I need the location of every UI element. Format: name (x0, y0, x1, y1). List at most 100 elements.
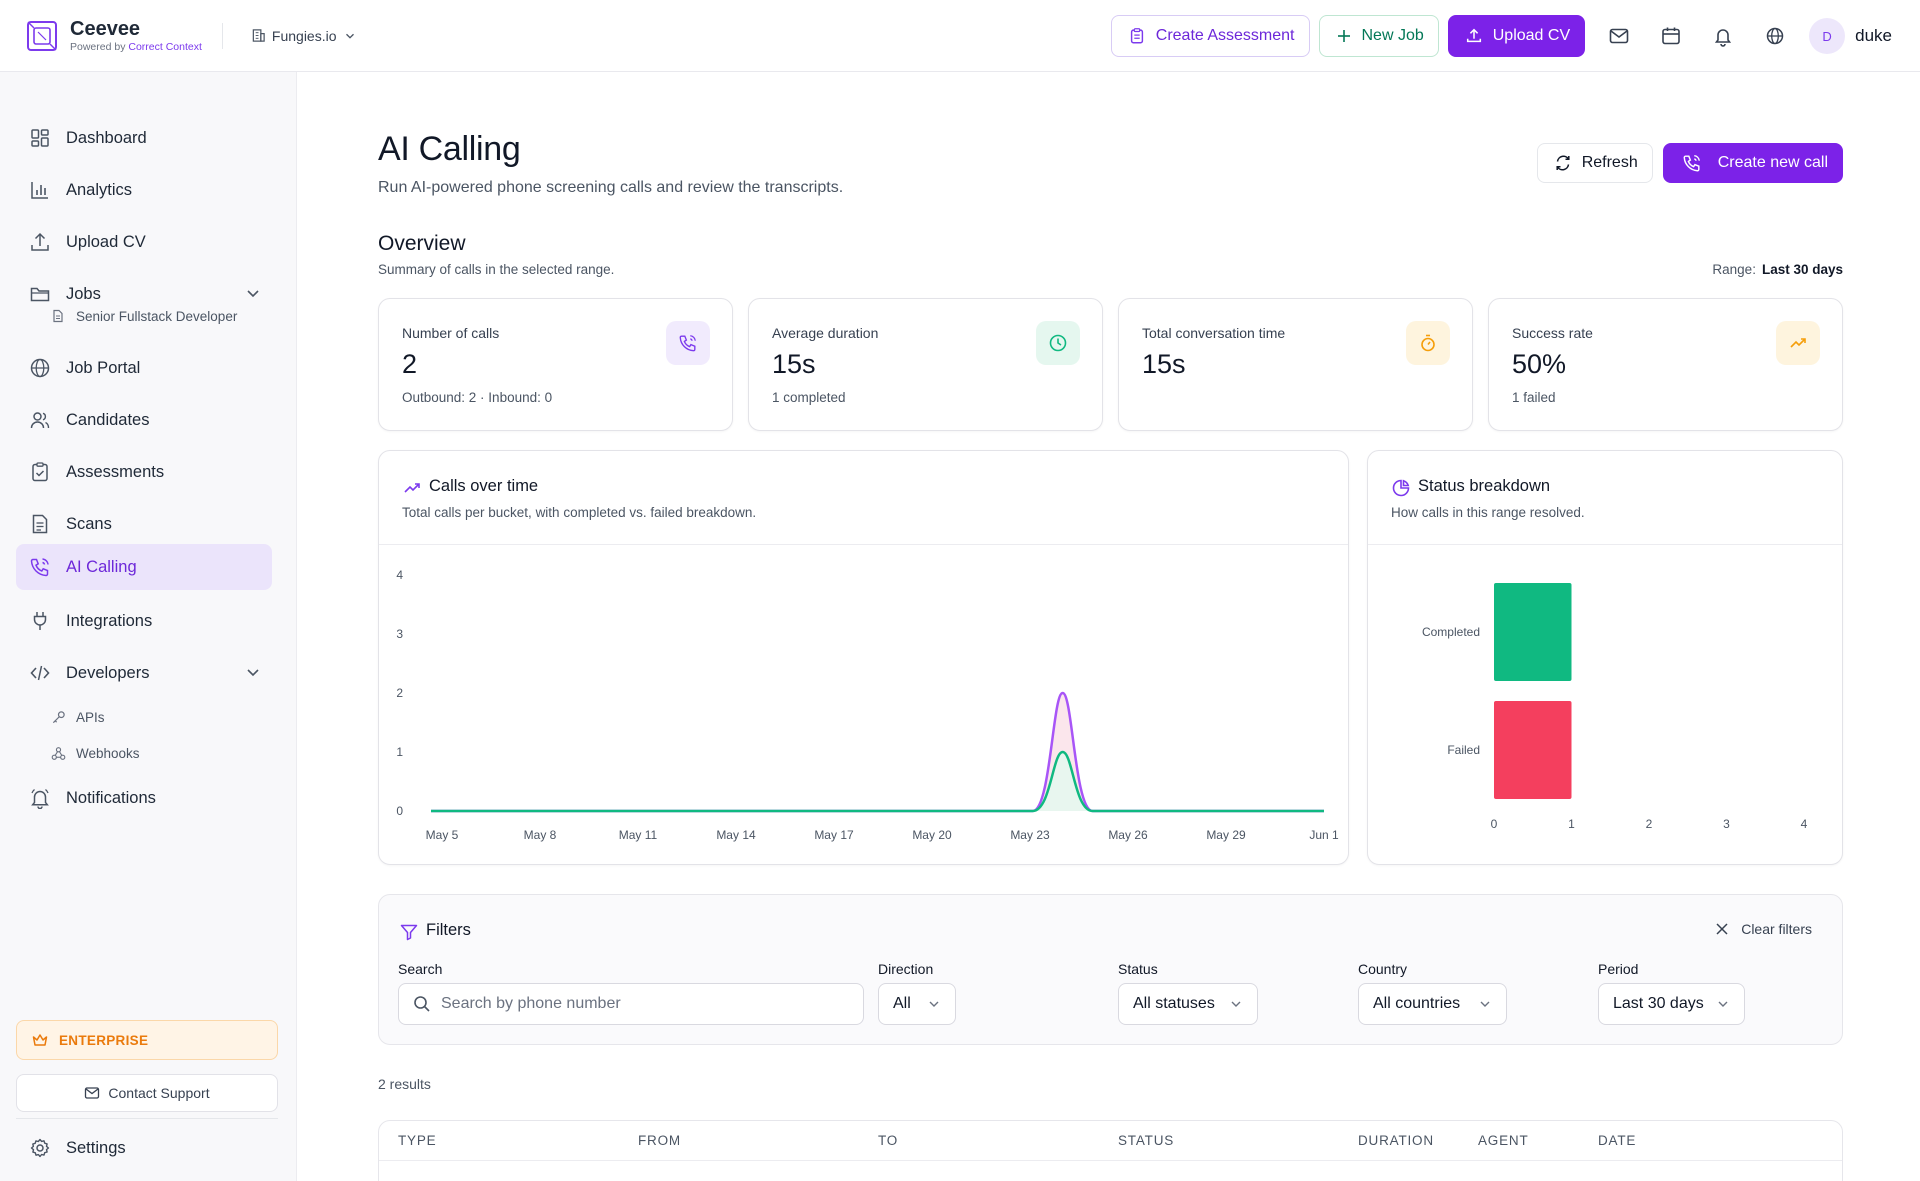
column-header-agent[interactable]: AGENT (1478, 1133, 1529, 1148)
period-label: Period (1598, 961, 1639, 977)
x-tick-label: 1 (1568, 817, 1575, 831)
status-breakdown-chart: Completed Failed 0 1 2 3 4 (1422, 583, 1808, 831)
sidebar-item-label: Dashboard (66, 128, 147, 147)
create-assessment-label: Create Assessment (1155, 27, 1295, 44)
sidebar-item-jobs[interactable]: Jobs (16, 271, 272, 317)
mail-button[interactable] (1593, 15, 1645, 57)
sidebar-subitem-label: Webhooks (76, 745, 140, 761)
create-assessment-button[interactable]: Create Assessment (1110, 15, 1310, 57)
chevron-down-icon (929, 1001, 939, 1007)
notifications-button[interactable] (1697, 15, 1749, 57)
document-icon (50, 308, 66, 324)
column-header-status[interactable]: STATUS (1118, 1133, 1175, 1148)
search-icon (414, 996, 430, 1012)
sidebar-item-settings[interactable]: Settings (16, 1125, 272, 1171)
x-tick-label: May 29 (1206, 828, 1246, 842)
sidebar-item-scans[interactable]: Scans (16, 501, 272, 547)
refresh-button[interactable]: Refresh (1536, 143, 1653, 183)
mail-icon (1609, 28, 1629, 44)
refresh-icon (1556, 155, 1570, 171)
column-header-type[interactable]: TYPE (398, 1133, 437, 1148)
status-select[interactable]: All statuses (1118, 983, 1258, 1025)
column-header-to[interactable]: TO (878, 1133, 899, 1148)
stat-card-calls: Number of calls 2 Outbound: 2 · Inbound:… (378, 298, 733, 431)
create-new-call-label: Create new call (1717, 154, 1828, 171)
x-tick-label: 3 (1723, 817, 1730, 831)
x-tick-label: 2 (1646, 817, 1653, 831)
calls-over-time-panel: Calls over time Total calls per bucket, … (378, 450, 1349, 865)
sidebar-item-label: Jobs (66, 284, 101, 303)
mail-icon (85, 1087, 100, 1099)
powered-company: Correct Context (128, 40, 202, 53)
sidebar-item-analytics[interactable]: Analytics (16, 167, 272, 213)
clock-icon (1036, 321, 1080, 365)
clear-filters-button[interactable]: Clear filters (1715, 921, 1812, 937)
code-icon (28, 661, 52, 685)
sidebar-subitem-webhooks[interactable]: Webhooks (50, 741, 140, 765)
sidebar-item-upload-cv[interactable]: Upload CV (16, 219, 272, 265)
direction-value: All (893, 995, 911, 1012)
new-job-button[interactable]: New Job (1318, 15, 1439, 57)
close-icon (1716, 923, 1728, 935)
stat-value: 50% (1512, 349, 1567, 379)
chevron-down-icon[interactable] (244, 663, 262, 681)
upload-cv-button[interactable]: Upload CV (1447, 15, 1586, 57)
overview-title: Overview (378, 232, 466, 255)
sidebar-item-label: Candidates (66, 410, 150, 429)
sidebar: Dashboard Analytics Upload CV Jobs Senio… (0, 72, 297, 1181)
sidebar-item-candidates[interactable]: Candidates (16, 397, 272, 443)
period-value: Last 30 days (1613, 995, 1704, 1012)
sidebar-item-label: Developers (66, 663, 150, 682)
sidebar-item-integrations[interactable]: Integrations (16, 598, 272, 644)
timer-icon (1406, 321, 1450, 365)
x-tick-label: 0 (1491, 817, 1498, 831)
column-header-from[interactable]: FROM (638, 1133, 681, 1148)
column-header-date[interactable]: DATE (1598, 1133, 1637, 1148)
series-area-1 (431, 752, 1324, 811)
create-new-call-button[interactable]: Create new call (1662, 143, 1843, 183)
ceevee-logo-icon (27, 20, 57, 51)
x-tick-label: May 26 (1108, 828, 1148, 842)
country-select[interactable]: All countries (1358, 983, 1507, 1025)
document-icon (28, 512, 52, 536)
direction-select[interactable]: All (878, 983, 956, 1025)
search-label: Search (398, 961, 443, 977)
webhook-icon (50, 745, 66, 761)
sidebar-subitem-apis[interactable]: APIs (50, 705, 105, 729)
sidebar-item-job-portal[interactable]: Job Portal (16, 345, 272, 391)
sidebar-item-label: Analytics (66, 180, 133, 199)
sidebar-item-dashboard[interactable]: Dashboard (16, 115, 272, 161)
column-header-duration[interactable]: DURATION (1358, 1133, 1434, 1148)
filters-panel: Filters Clear filters Search Search by p… (378, 894, 1843, 1045)
page-title: AI Calling (378, 130, 521, 168)
chevron-down-icon (1231, 1001, 1241, 1007)
status-value: All statuses (1133, 995, 1215, 1012)
chevron-down-icon[interactable] (244, 284, 262, 302)
country-value: All countries (1373, 995, 1461, 1012)
stat-note: Outbound: 2 · Inbound: 0 (402, 390, 553, 405)
sidebar-item-label: Job Portal (66, 358, 141, 377)
calendar-button[interactable] (1645, 15, 1697, 57)
x-tick-label: May 14 (716, 828, 756, 842)
search-input[interactable]: Search by phone number (398, 983, 864, 1025)
clear-filters-label: Clear filters (1741, 921, 1812, 937)
org-switcher[interactable]: Fungies.io (251, 28, 357, 44)
sidebar-item-assessments[interactable]: Assessments (16, 449, 272, 495)
sidebar-item-notifications[interactable]: Notifications (16, 775, 272, 821)
search-placeholder: Search by phone number (441, 995, 621, 1012)
sidebar-item-developers[interactable]: Developers (16, 650, 272, 696)
avatar[interactable]: D (1809, 18, 1846, 54)
y-tick-label: 4 (396, 568, 403, 582)
period-select[interactable]: Last 30 days (1598, 983, 1745, 1025)
org-name: Fungies.io (271, 27, 337, 44)
user-name[interactable]: duke (1855, 26, 1892, 45)
contact-support-button[interactable]: Contact Support (16, 1074, 278, 1112)
stat-label: Average duration (772, 325, 879, 341)
sidebar-item-ai-calling[interactable]: AI Calling (16, 544, 272, 590)
brand[interactable]: Ceevee Powered by Correct Context (26, 18, 202, 54)
page-subtitle: Run AI-powered phone screening calls and… (378, 179, 844, 196)
upload-cv-label: Upload CV (1492, 27, 1571, 44)
language-button[interactable] (1749, 15, 1801, 57)
stat-card-total-time: Total conversation time 15s (1118, 298, 1473, 431)
sidebar-subitem-job[interactable]: Senior Fullstack Developer (50, 304, 237, 328)
